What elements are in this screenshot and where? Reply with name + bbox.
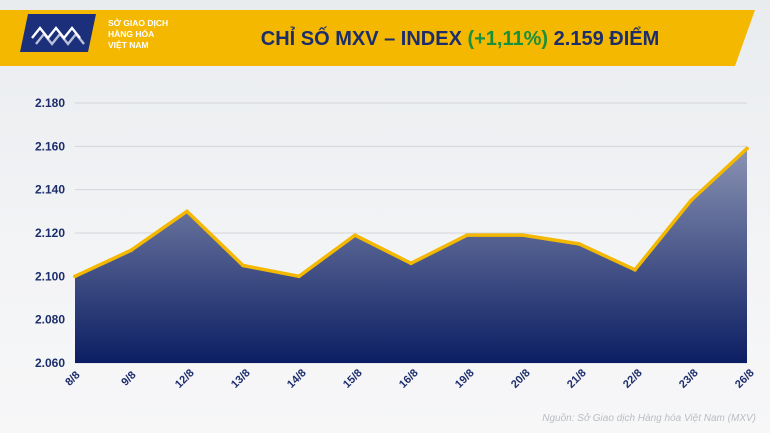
source-note: Nguồn: Sở Giao dịch Hàng hóa Việt Nam (M… [542,413,756,424]
x-tick-label: 21/8 [565,367,589,391]
logo-line-2: HÀNG HÓA [108,29,155,39]
data-point-19-8 [465,233,469,237]
y-axis: 2.060 2.080 2.100 2.120 2.140 2.160 2.180 [35,96,65,370]
logo-line-1: SỞ GIAO DỊCH [108,18,169,28]
title-change: (+1,11%) [467,28,549,50]
data-point-16-8 [409,261,413,266]
x-axis: 8/8 9/8 12/8 13/8 14/8 15/8 16/8 19/8 20/8 21/8 22… [63,367,756,391]
logo-line-3: VIỆT NAM [108,40,149,50]
title-prefix: CHỈ SỐ MXV – INDEX [260,28,462,50]
y-tick-label: 2.160 [35,139,65,153]
area-fill [75,148,747,363]
x-tick-label: 23/8 [677,367,701,391]
x-tick-label: 20/8 [509,367,533,391]
data-point-12-8 [185,209,189,214]
y-tick-label: 2.100 [35,269,65,283]
title-value: 2.159 ĐIỂM [553,28,660,50]
logo-mark-icon [20,14,96,52]
y-tick-label: 2.180 [35,96,65,110]
data-point-26-8 [745,146,749,151]
x-tick-label: 19/8 [453,367,477,391]
y-tick-label: 2.120 [35,226,65,240]
x-tick-label: 13/8 [229,367,253,391]
x-tick-label: 9/8 [119,369,138,388]
x-tick-label: 16/8 [397,367,421,391]
x-tick-label: 15/8 [341,367,365,391]
y-tick-label: 2.080 [35,313,65,327]
y-tick-label: 2.060 [35,356,65,370]
data-point-22-8 [633,268,637,272]
data-point-21-8 [577,242,581,246]
data-point-13-8 [241,263,245,268]
mxv-logo: SỞ GIAO DỊCH HÀNG HÓA VIỆT NAM [20,12,168,68]
x-tick-label: 26/8 [733,367,757,391]
x-tick-label: 12/8 [173,367,197,391]
header-band [0,10,755,66]
data-point-23-8 [689,198,693,203]
data-point-20-8 [521,233,525,237]
data-point-8-8 [73,274,77,279]
x-tick-label: 8/8 [63,369,82,388]
x-tick-label: 22/8 [621,367,645,391]
data-point-15-8 [353,233,357,237]
data-point-9-8 [129,248,133,253]
x-tick-label: 14/8 [285,367,309,391]
area-series [73,146,749,363]
chart-title: CHỈ SỐ MXV – INDEX (+1,11%) 2.159 ĐIỂM [170,22,750,56]
data-point-14-8 [297,274,301,279]
y-tick-label: 2.140 [35,183,65,197]
